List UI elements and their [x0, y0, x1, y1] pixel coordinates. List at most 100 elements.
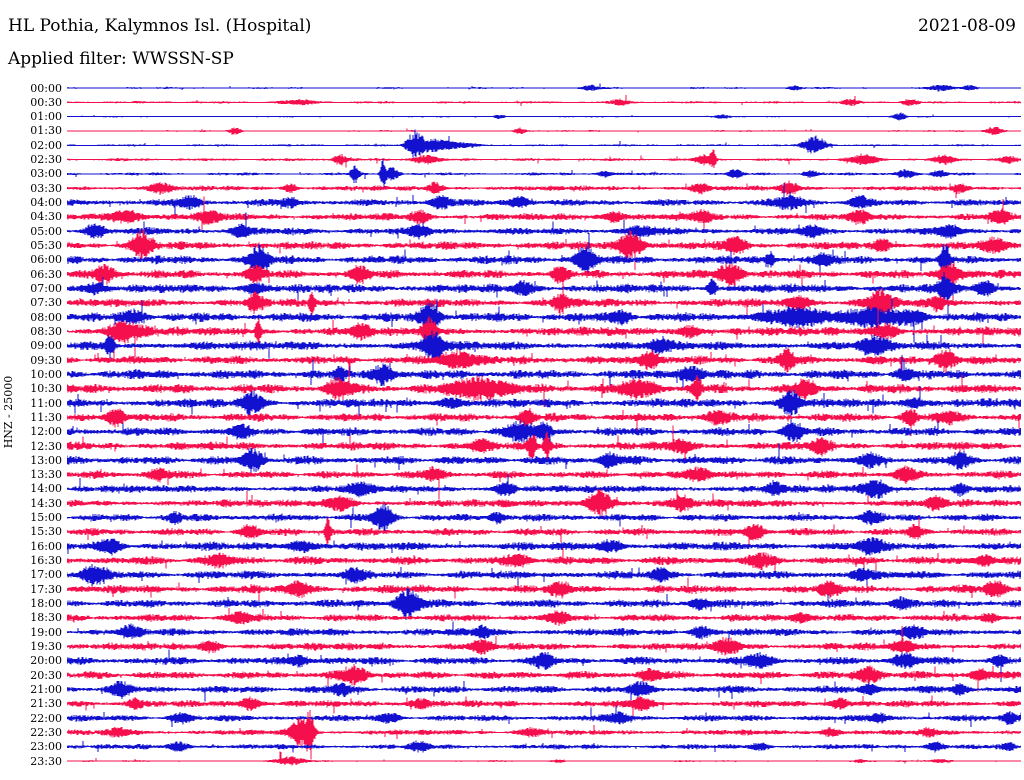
time-label: 00:30	[30, 95, 62, 109]
trace-05:30	[67, 228, 1021, 271]
trace-01:00	[67, 112, 1021, 121]
trace-22:30	[67, 710, 1021, 760]
time-label: 17:00	[30, 568, 62, 582]
time-label: 10:30	[30, 382, 62, 396]
time-label: 23:30	[30, 754, 62, 768]
time-label: 15:30	[30, 525, 62, 539]
trace-13:30	[67, 464, 1021, 500]
trace-00:00	[67, 83, 1021, 92]
time-label: 01:30	[30, 124, 62, 138]
time-label: 00:00	[30, 81, 62, 95]
time-label: 16:30	[30, 554, 62, 568]
trace-18:00	[67, 588, 1021, 621]
time-axis-labels: 00:00 00:30 01:00 01:30 02:00 02:30 03:00 03:30…	[0, 0, 62, 780]
trace-16:00	[67, 536, 1021, 556]
time-label: 06:00	[30, 253, 62, 267]
applied-filter-label: Applied filter: WWSSN-SP	[8, 49, 234, 69]
time-label: 02:30	[30, 153, 62, 167]
time-label: 02:00	[30, 138, 62, 152]
trace-23:30	[67, 751, 1021, 766]
time-label: 03:30	[30, 181, 62, 195]
time-label: 19:30	[30, 639, 62, 653]
time-label: 07:00	[30, 281, 62, 295]
trace-20:30	[67, 664, 1021, 693]
time-label: 14:00	[30, 482, 62, 496]
trace-19:30	[67, 626, 1021, 656]
trace-20:00	[67, 649, 1021, 683]
trace-10:00	[67, 354, 1021, 402]
time-label: 09:30	[30, 353, 62, 367]
trace-15:00	[67, 503, 1021, 531]
trace-16:30	[67, 548, 1021, 576]
trace-06:30	[67, 262, 1021, 291]
time-label: 08:00	[30, 310, 62, 324]
helicorder-plot	[67, 83, 1021, 766]
trace-06:00	[67, 232, 1021, 279]
trace-23:00	[67, 740, 1021, 753]
trace-07:30	[67, 275, 1021, 318]
date-label: 2021-08-09	[917, 16, 1016, 36]
trace-11:30	[67, 408, 1021, 437]
trace-09:00	[67, 330, 1021, 361]
trace-03:30	[67, 180, 1021, 198]
time-label: 03:00	[30, 167, 62, 181]
trace-08:00	[67, 298, 1021, 343]
trace-14:30	[67, 488, 1021, 518]
trace-10:30	[67, 361, 1021, 407]
time-label: 09:00	[30, 339, 62, 353]
time-label: 23:00	[30, 740, 62, 754]
time-label: 05:30	[30, 239, 62, 253]
time-label: 13:00	[30, 453, 62, 467]
time-label: 18:00	[30, 597, 62, 611]
trace-22:00	[67, 706, 1021, 728]
trace-05:00	[67, 212, 1021, 240]
time-label: 05:00	[30, 224, 62, 238]
time-label: 11:00	[30, 396, 62, 410]
time-label: 12:00	[30, 425, 62, 439]
time-label: 20:00	[30, 654, 62, 668]
trace-00:30	[67, 95, 1021, 107]
time-label: 06:30	[30, 267, 62, 281]
trace-04:30	[67, 196, 1021, 232]
trace-07:00	[67, 272, 1021, 316]
trace-09:30	[67, 347, 1021, 374]
time-label: 21:30	[30, 697, 62, 711]
trace-19:00	[67, 621, 1021, 641]
trace-11:00	[67, 385, 1021, 430]
trace-21:00	[67, 680, 1021, 702]
time-label: 22:30	[30, 725, 62, 739]
time-label: 12:30	[30, 439, 62, 453]
trace-21:30	[67, 695, 1021, 720]
trace-02:30	[67, 149, 1021, 169]
time-label: 20:30	[30, 668, 62, 682]
trace-12:30	[67, 425, 1021, 463]
trace-03:00	[67, 159, 1021, 188]
time-label: 10:00	[30, 367, 62, 381]
time-label: 15:00	[30, 511, 62, 525]
trace-12:00	[67, 419, 1021, 448]
trace-01:30	[67, 126, 1021, 136]
trace-13:00	[67, 443, 1021, 473]
time-label: 01:00	[30, 110, 62, 124]
trace-02:00	[67, 129, 1021, 158]
time-label: 14:30	[30, 496, 62, 510]
time-label: 04:30	[30, 210, 62, 224]
time-label: 17:30	[30, 582, 62, 596]
trace-14:00	[67, 474, 1021, 499]
time-label: 04:00	[30, 196, 62, 210]
trace-15:30	[67, 517, 1021, 547]
time-label: 18:30	[30, 611, 62, 625]
time-label: 16:00	[30, 539, 62, 553]
time-label: 07:30	[30, 296, 62, 310]
time-label: 08:30	[30, 324, 62, 338]
time-label: 11:30	[30, 410, 62, 424]
trace-17:30	[67, 577, 1021, 602]
time-label: 19:00	[30, 625, 62, 639]
trace-17:00	[67, 564, 1021, 592]
time-label: 22:00	[30, 711, 62, 725]
time-label: 13:30	[30, 468, 62, 482]
trace-08:30	[67, 305, 1021, 357]
trace-04:00	[67, 183, 1021, 215]
station-title: HL Pothia, Kalymnos Isl. (Hospital)	[8, 16, 312, 36]
